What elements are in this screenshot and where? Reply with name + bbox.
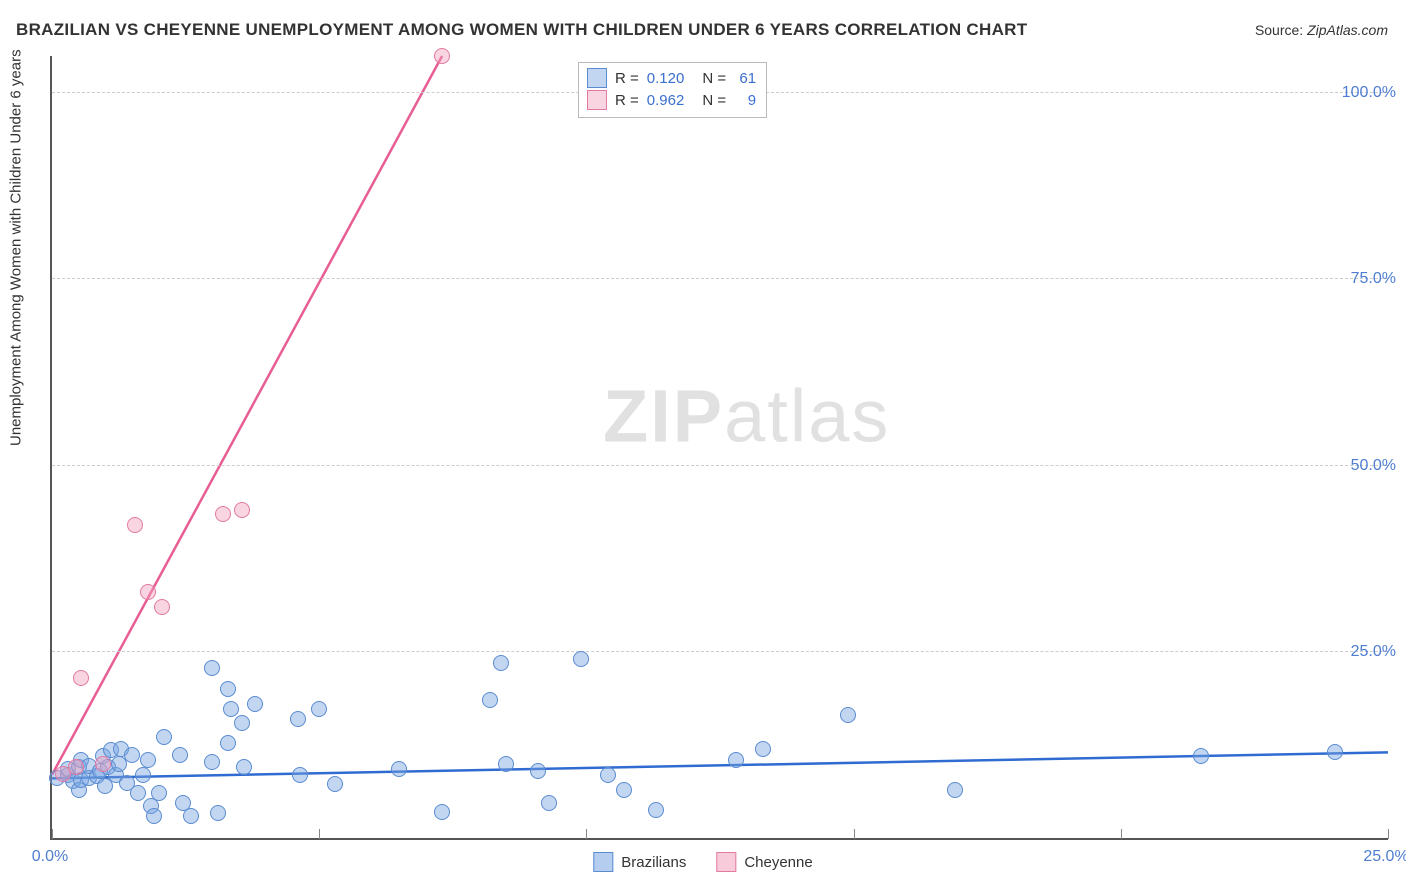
data-point	[482, 692, 498, 708]
y-tick-label: 75.0%	[1351, 270, 1396, 288]
data-point	[183, 808, 199, 824]
data-point	[541, 795, 557, 811]
data-point	[311, 701, 327, 717]
data-point	[124, 747, 140, 763]
data-point	[172, 747, 188, 763]
x-tick	[1121, 829, 1122, 839]
data-point	[573, 651, 589, 667]
n-value: 9	[734, 92, 756, 109]
data-point	[840, 707, 856, 723]
data-point	[154, 599, 170, 615]
data-point	[247, 696, 263, 712]
data-point	[236, 759, 252, 775]
source-prefix: Source:	[1255, 22, 1307, 38]
watermark-zip: ZIP	[603, 374, 724, 457]
y-tick-label: 50.0%	[1351, 457, 1396, 475]
data-point	[290, 711, 306, 727]
legend-swatch	[716, 852, 736, 872]
r-value: 0.962	[647, 92, 685, 109]
x-tick	[854, 829, 855, 839]
x-tick	[319, 829, 320, 839]
source-link[interactable]: ZipAtlas.com	[1307, 22, 1388, 38]
data-point	[140, 752, 156, 768]
legend-swatch	[587, 90, 607, 110]
data-point	[220, 735, 236, 751]
data-point	[327, 776, 343, 792]
x-tick	[1388, 829, 1389, 839]
legend-stat-row: R = 0.120 N = 61	[587, 67, 756, 89]
x-tick-label: 25.0%	[1363, 848, 1406, 866]
regression-lines	[52, 56, 1388, 838]
r-value: 0.120	[647, 70, 685, 87]
legend-item: Brazilians	[593, 852, 686, 872]
legend-series: Brazilians Cheyenne	[593, 852, 812, 872]
data-point	[434, 48, 450, 64]
plot-area: ZIPatlas	[50, 56, 1388, 840]
x-tick	[52, 829, 53, 839]
x-tick-label: 0.0%	[32, 848, 68, 866]
data-point	[1327, 744, 1343, 760]
y-tick-label: 25.0%	[1351, 643, 1396, 661]
data-point	[234, 502, 250, 518]
data-point	[204, 660, 220, 676]
legend-item: Cheyenne	[716, 852, 812, 872]
data-point	[135, 767, 151, 783]
watermark: ZIPatlas	[603, 373, 890, 458]
data-point	[151, 785, 167, 801]
legend-swatch	[587, 68, 607, 88]
data-point	[434, 804, 450, 820]
data-point	[210, 805, 226, 821]
data-point	[498, 756, 514, 772]
data-point	[215, 506, 231, 522]
data-point	[530, 763, 546, 779]
data-point	[130, 785, 146, 801]
data-point	[493, 655, 509, 671]
x-tick	[586, 829, 587, 839]
data-point	[156, 729, 172, 745]
n-label: N =	[702, 70, 726, 87]
data-point	[68, 759, 84, 775]
source-credit: Source: ZipAtlas.com	[1255, 22, 1388, 38]
data-point	[95, 756, 111, 772]
data-point	[220, 681, 236, 697]
data-point	[292, 767, 308, 783]
data-point	[146, 808, 162, 824]
legend-label: Cheyenne	[744, 854, 812, 871]
data-point	[127, 517, 143, 533]
data-point	[728, 752, 744, 768]
data-point	[140, 584, 156, 600]
gridline	[52, 278, 1388, 279]
n-value: 61	[734, 70, 756, 87]
watermark-atlas: atlas	[724, 374, 890, 457]
legend-label: Brazilians	[621, 854, 686, 871]
data-point	[600, 767, 616, 783]
data-point	[204, 754, 220, 770]
data-point	[1193, 748, 1209, 764]
legend-stat-row: R = 0.962 N = 9	[587, 89, 756, 111]
y-axis-label: Unemployment Among Women with Children U…	[8, 49, 25, 446]
chart-title: BRAZILIAN VS CHEYENNE UNEMPLOYMENT AMONG…	[16, 20, 1027, 40]
gridline	[52, 651, 1388, 652]
legend-swatch	[593, 852, 613, 872]
data-point	[755, 741, 771, 757]
data-point	[616, 782, 632, 798]
legend-stats: R = 0.120 N = 61 R = 0.962 N = 9	[578, 62, 767, 118]
data-point	[73, 670, 89, 686]
y-tick-label: 100.0%	[1342, 84, 1396, 102]
data-point	[648, 802, 664, 818]
n-label: N =	[702, 92, 726, 109]
data-point	[234, 715, 250, 731]
data-point	[391, 761, 407, 777]
r-label: R =	[615, 92, 639, 109]
data-point	[947, 782, 963, 798]
regression-line	[52, 752, 1388, 778]
regression-line	[52, 56, 442, 775]
r-label: R =	[615, 70, 639, 87]
gridline	[52, 465, 1388, 466]
